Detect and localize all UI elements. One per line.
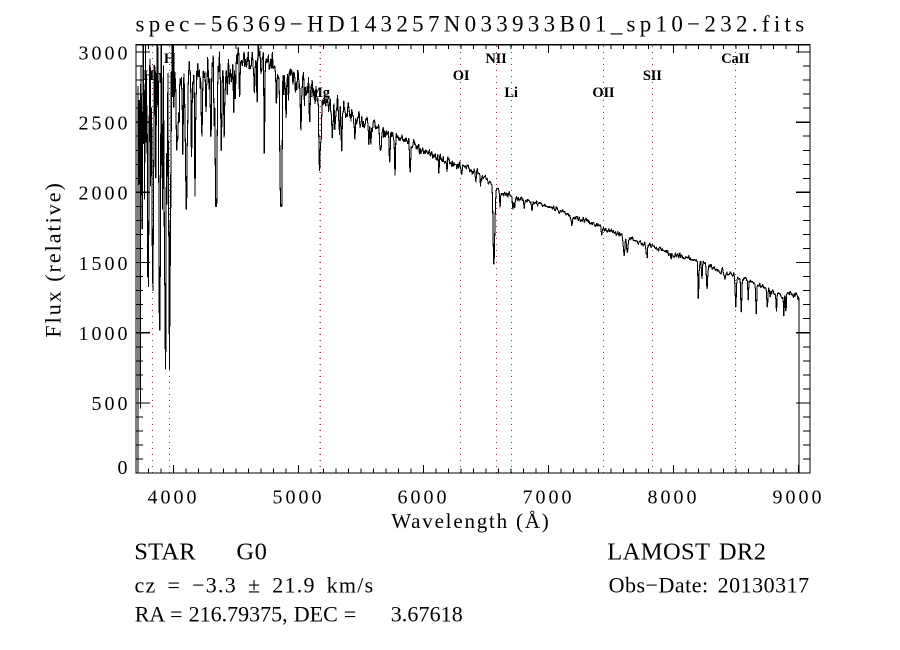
svg-text:1500: 1500 [79, 253, 131, 275]
svg-text:0: 0 [118, 457, 131, 479]
svg-text:LAMOST DR2: LAMOST DR2 [607, 539, 766, 566]
svg-text:spec−56369−HD143257N033933B01_: spec−56369−HD143257N033933B01_sp10−232.f… [136, 12, 809, 37]
svg-text:SII: SII [643, 68, 662, 84]
svg-text:9000: 9000 [773, 487, 825, 509]
svg-text:4000: 4000 [148, 487, 200, 509]
svg-text:Li: Li [504, 85, 517, 101]
svg-text:H: H [164, 51, 176, 67]
svg-text:3.67618: 3.67618 [391, 602, 463, 627]
svg-text:OII: OII [592, 85, 615, 101]
svg-text:6000: 6000 [398, 487, 450, 509]
svg-text:1000: 1000 [79, 323, 131, 345]
svg-text:Obs−Date: 20130317: Obs−Date: 20130317 [609, 573, 810, 598]
svg-text:OI: OI [453, 68, 470, 84]
svg-text:Mg: Mg [309, 85, 330, 101]
svg-text:Wavelength (Å): Wavelength (Å) [391, 509, 550, 533]
svg-text:500: 500 [92, 393, 131, 415]
svg-text:RA = 216.79375, DEC =: RA = 216.79375, DEC = [135, 602, 357, 627]
svg-text:Flux (relative): Flux (relative) [41, 181, 66, 337]
svg-text:G0: G0 [236, 539, 267, 566]
svg-text:STAR: STAR [134, 539, 196, 566]
svg-text:NII: NII [485, 51, 507, 67]
svg-text:2500: 2500 [79, 112, 131, 134]
svg-text:3000: 3000 [79, 42, 131, 64]
svg-text:7000: 7000 [523, 487, 575, 509]
svg-text:5000: 5000 [273, 487, 325, 509]
svg-text:Hη: Hη [143, 68, 162, 84]
svg-text:cz = −3.3 ± 21.9 km/s: cz = −3.3 ± 21.9 km/s [135, 573, 375, 598]
svg-text:8000: 8000 [648, 487, 700, 509]
svg-text:CaII: CaII [721, 51, 750, 67]
svg-text:2000: 2000 [79, 183, 131, 205]
